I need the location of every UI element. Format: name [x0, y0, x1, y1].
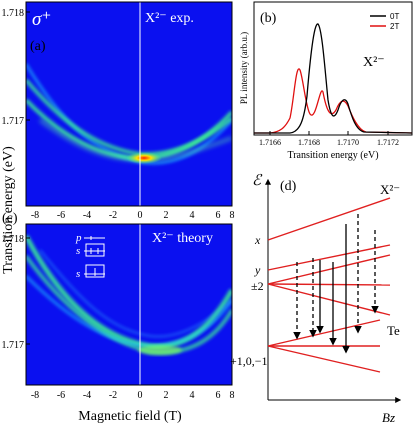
panel-c-xtick: 6: [216, 390, 221, 401]
panel-c-inset-label: s: [76, 245, 80, 257]
panel-b: 1.7166 1.7168 1.7170 1.7172 Transition e…: [239, 1, 413, 161]
panel-b-title: X²⁻: [363, 55, 385, 70]
panel-c-ytick: 1.718: [2, 234, 25, 245]
panel-a-xtick: 6: [216, 210, 221, 221]
panel-d-lower-state: Te: [387, 323, 400, 338]
panel-b-legend-0T: 0T: [390, 12, 399, 21]
shared-ylabel: Transition energy (eV): [1, 146, 16, 274]
panel-d-level-y: y: [254, 263, 261, 277]
panel-d-upper-state: X²⁻: [380, 182, 400, 197]
shared-xlabel: Magnetic field (T): [78, 409, 182, 424]
panel-c-inset: [84, 236, 105, 278]
panel-b-xtick: 1.7168: [298, 138, 320, 147]
panel-b-xtick: 1.7170: [337, 138, 359, 147]
panel-d-level-pm2: ±2: [251, 279, 264, 293]
panel-c-map: [26, 224, 232, 385]
panel-c-xtick: 4: [190, 390, 195, 401]
panel-b-curve-0T: [254, 23, 413, 134]
panel-b-ylabel: PL intensity (arb.u.): [239, 32, 249, 104]
panel-c-xtick: -2: [109, 390, 117, 401]
panel-c-label: (c): [2, 211, 18, 226]
panel-d-xaxis-label: Bz: [382, 410, 395, 425]
panel-c-xtick: 2: [164, 390, 169, 401]
panel-c-ytick: 1.717: [2, 340, 25, 351]
panel-c-inset-label: p: [75, 232, 82, 244]
panel-a-polarization: σ⁺: [32, 9, 51, 30]
panel-a-xtick: 4: [190, 210, 195, 221]
panel-a-xtick: -4: [83, 210, 91, 221]
panel-b-curve-2T: [254, 68, 413, 134]
panel-a-xtick: -6: [57, 210, 65, 221]
panel-c-xtick: 8: [230, 390, 235, 401]
panel-c-xtick: 0: [138, 390, 143, 401]
panel-a-xtick: -2: [109, 210, 117, 221]
panel-a-ytick: 1.717: [2, 116, 25, 127]
panel-a-xtick: -8: [31, 210, 39, 221]
panel-c-xtick: -6: [57, 390, 65, 401]
panel-a-xtick: 8: [230, 210, 235, 221]
panel-a-title: X²⁻ exp.: [145, 11, 194, 26]
panel-a-xtick: 0: [138, 210, 143, 221]
panel-b-xlabel: Transition energy (eV): [287, 150, 378, 161]
panel-a-label: (a): [30, 39, 46, 54]
panel-a-map: [26, 2, 232, 206]
panel-c-curves: [26, 234, 232, 355]
panel-c-inset-label: s: [76, 268, 80, 280]
panel-a: (a) σ⁺ X²⁻ exp. 1.718 1.717 -8 -6 -4 -2 …: [2, 1, 235, 221]
panel-c-title: X²⁻ theory: [152, 231, 213, 246]
panel-a-xtick: 2: [164, 210, 169, 221]
panel-d-levels: [267, 197, 391, 373]
panel-b-xtick: 1.7172: [377, 138, 399, 147]
panel-d-level-x: x: [254, 233, 261, 247]
panel-b-label: (b): [260, 11, 277, 26]
panel-d-energy-symbol: ℰ: [252, 173, 263, 189]
panel-d-level-low: +1,0,−1: [230, 354, 268, 368]
panel-d: ℰ (d) X²⁻ Te x y ±2 +1,0,−1 Bz: [230, 173, 402, 425]
panel-b-legend-2T: 2T: [390, 22, 399, 31]
panel-a-ytick: 1.718: [2, 8, 25, 19]
panel-c: (c) X²⁻ theory p s s 1.718 1.717 -8 -6 -…: [2, 211, 235, 424]
panel-b-xtick: 1.7166: [259, 138, 281, 147]
panel-c-xtick: -4: [83, 390, 91, 401]
panel-d-transitions: [293, 214, 379, 354]
panel-c-xtick: -8: [31, 390, 39, 401]
panel-d-label: (d): [280, 179, 297, 194]
